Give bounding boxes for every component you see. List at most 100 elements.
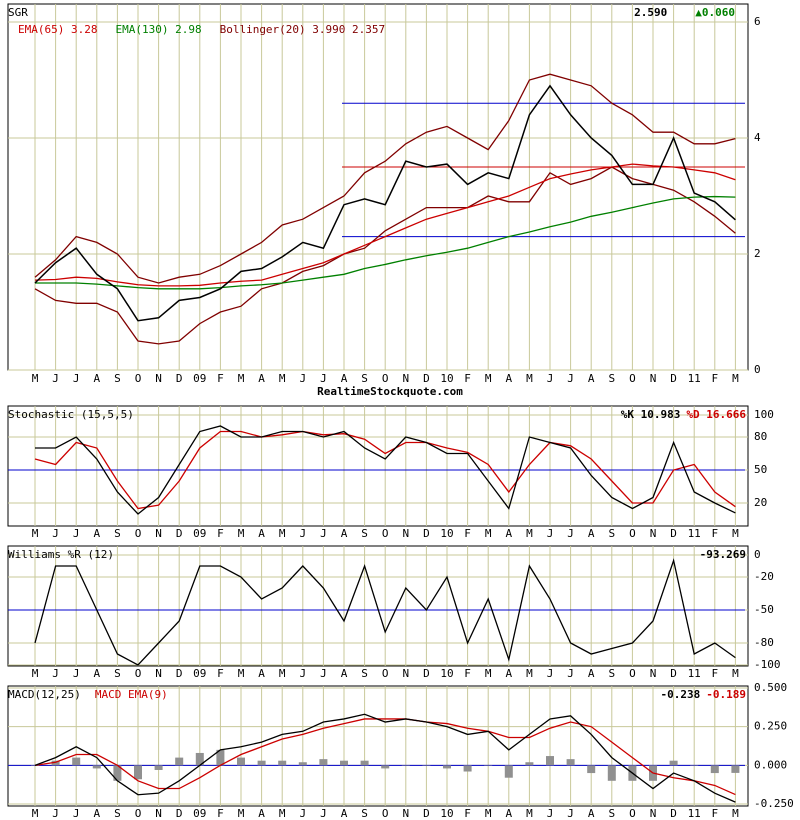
panel-frame [7,685,749,807]
x-tick-label: S [608,527,615,540]
x-tick-label: O [629,807,636,820]
x-tick-label: S [361,667,368,680]
x-tick-label: F [711,667,718,680]
y-tick-label: 80 [754,430,767,443]
x-tick-label: N [155,667,162,680]
panel-frame [7,545,749,667]
histogram-bar [31,765,39,766]
readout: %K 10.983 [621,408,681,421]
histogram-bar [669,760,678,766]
x-tick-label: S [361,527,368,540]
x-tick-label: M [732,372,739,385]
x-tick-label: A [93,527,100,540]
panel-frame [7,405,749,527]
x-tick-label: A [341,807,348,820]
x-tick-label: M [238,807,245,820]
x-tick-label: S [361,372,368,385]
x-tick-label: J [567,667,574,680]
legend-item: Bollinger(20) 3.990 2.357 [220,23,386,36]
x-tick-label: J [320,372,327,385]
x-tick-label: A [258,807,265,820]
x-tick-label: F [217,527,224,540]
y-tick-label: 0 [754,548,761,561]
histogram-bar [340,760,348,766]
x-tick-label: A [258,667,265,680]
x-tick-label: 09 [193,807,206,820]
x-tick-label: A [505,667,512,680]
histogram-bar [587,765,596,774]
x-tick-label: F [711,527,718,540]
y-tick-label: -50 [754,603,774,616]
panel-title: Williams %R (12) [8,548,114,561]
legend-item: EMA(65) 3.28 [18,23,97,36]
readout: -93.269 [700,548,746,561]
x-tick-label: M [279,667,286,680]
x-tick-label: 09 [193,372,206,385]
histogram-bar [278,760,287,766]
x-tick-label: J [52,667,59,680]
x-tick-label: D [176,372,183,385]
x-tick-label: F [464,372,471,385]
y-tick-label: -0.250 [754,797,794,810]
x-tick-label: J [567,372,574,385]
x-tick-label: D [423,527,430,540]
x-tick-label: N [650,807,657,820]
x-tick-label: A [258,527,265,540]
x-tick-label: O [382,667,389,680]
x-tick-label: D [176,667,183,680]
y-tick-label: 0.250 [754,720,787,733]
x-tick-label: J [73,372,80,385]
x-tick-label: J [299,667,306,680]
x-tick-label: 09 [193,667,206,680]
histogram-bar [731,765,740,773]
x-tick-label: F [217,372,224,385]
x-tick-label: J [52,807,59,820]
histogram-bar [443,765,451,769]
x-tick-label: O [135,807,142,820]
x-tick-label: J [52,527,59,540]
x-tick-label: M [238,372,245,385]
histogram-bar [237,757,245,766]
x-tick-label: N [650,372,657,385]
histogram-bar [381,765,390,769]
series-line [35,195,736,290]
y-tick-label: -20 [754,570,774,583]
x-tick-label: S [608,807,615,820]
x-tick-label: F [464,807,471,820]
x-tick-label: A [588,372,595,385]
x-tick-label: M [32,372,39,385]
x-tick-label: A [93,667,100,680]
histogram-bar [298,762,307,766]
readout: ▲0.060 [695,6,735,19]
x-tick-label: M [238,667,245,680]
histogram-bar [113,765,122,781]
readout: %D 16.666 [686,408,746,421]
histogram-bar [566,759,575,766]
readout: -0.238 [661,688,701,701]
x-tick-label: F [464,667,471,680]
x-tick-label: M [485,372,492,385]
histogram-bar [710,765,719,774]
histogram-bar [175,757,184,766]
x-tick-label: J [73,527,80,540]
x-tick-label: D [176,527,183,540]
x-tick-label: 10 [440,807,453,820]
x-tick-label: M [732,667,739,680]
panel-title: MACD(12,25) [8,688,81,701]
x-tick-label: M [32,667,39,680]
histogram-bar [154,765,163,770]
histogram-bar [92,765,101,769]
x-tick-label: M [32,807,39,820]
source: RealtimeStockquote.com [317,385,463,398]
series-line [34,718,736,796]
x-tick-label: M [732,527,739,540]
histogram-bar [72,757,81,766]
x-tick-label: M [238,527,245,540]
histogram-bar [422,765,431,766]
x-tick-label: O [135,527,142,540]
x-tick-label: N [402,527,409,540]
x-tick-label: 10 [440,667,453,680]
x-tick-label: D [423,372,430,385]
y-tick-label: 4 [754,131,761,144]
x-tick-label: O [629,527,636,540]
